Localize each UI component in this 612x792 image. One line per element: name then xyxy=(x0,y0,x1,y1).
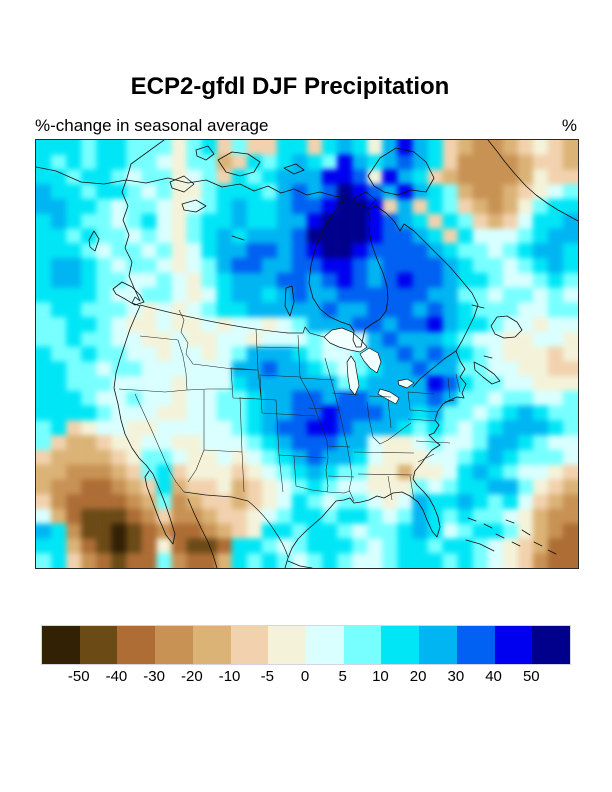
colorbar-segment-0 xyxy=(42,626,80,664)
subtitle-left: %-change in seasonal average xyxy=(35,116,269,135)
colorbar-segment-12 xyxy=(494,626,533,664)
colorbar-labels: -50 -40 -30 -20 -10 -5 0 5 10 20 30 40 50 xyxy=(0,668,612,688)
colorbar-tick-label: -40 xyxy=(105,668,128,685)
colorbar-tick-label: -30 xyxy=(143,668,165,685)
colorbar-segment-8 xyxy=(343,626,382,664)
great-lakes xyxy=(323,327,415,405)
colorbar-tick-label: 50 xyxy=(522,668,540,685)
colorbar-segment-1 xyxy=(79,626,118,664)
colorbar-tick-label: 10 xyxy=(372,668,389,685)
colorbar-segment-5 xyxy=(230,626,269,664)
colorbar-segment-9 xyxy=(381,626,420,664)
colorbar-tick-label: 5 xyxy=(338,668,347,685)
colorbar-segment-2 xyxy=(117,626,156,664)
colorbar-segment-13 xyxy=(532,626,571,664)
colorbar-tick-label: -50 xyxy=(67,668,90,685)
colorbar-segment-6 xyxy=(268,626,307,664)
colorbar-segment-11 xyxy=(456,626,495,664)
colorbar-tick-label: -5 xyxy=(260,668,274,685)
precipitation-map xyxy=(35,139,579,569)
colorbar-segment-4 xyxy=(192,626,231,664)
colorbar-segment-7 xyxy=(306,626,344,664)
unit-label: % xyxy=(561,116,577,135)
colorbar xyxy=(41,625,571,665)
page-title: ECP2-gfdl DJF Precipitation xyxy=(130,73,450,100)
colorbar-segment-10 xyxy=(419,626,457,664)
colorbar-tick-label: 30 xyxy=(447,668,465,685)
colorbar-segment-3 xyxy=(155,626,193,664)
colorbar-tick-label: 40 xyxy=(485,668,502,685)
state-boundaries xyxy=(118,309,461,502)
coastlines xyxy=(36,140,578,568)
colorbar-tick-label: 0 xyxy=(300,668,310,685)
national-borders xyxy=(139,304,325,558)
colorbar-tick-label: 20 xyxy=(409,668,427,685)
map-coastlines-overlay xyxy=(36,140,578,568)
colorbar-tick-label: -20 xyxy=(181,668,203,685)
colorbar-tick-label: -10 xyxy=(218,668,241,685)
